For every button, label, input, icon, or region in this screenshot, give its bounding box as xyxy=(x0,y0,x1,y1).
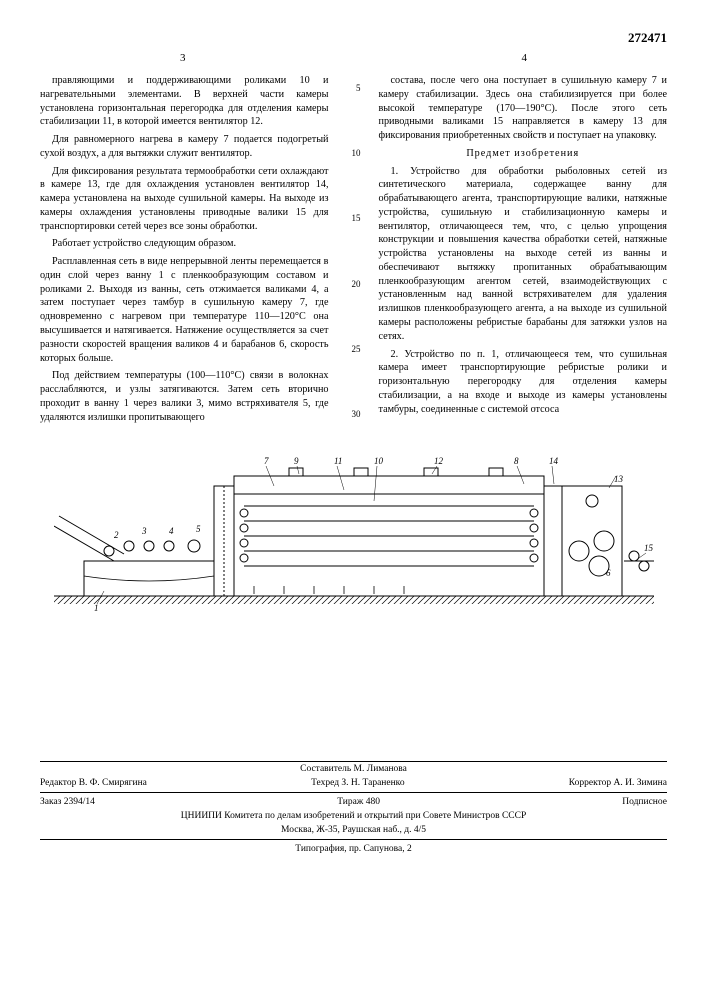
fig-label-6: 6 xyxy=(606,568,611,578)
apparatus-diagram: 1 2 3 4 5 6 7 8 9 10 11 12 13 14 15 xyxy=(54,446,654,621)
footer-circulation: Тираж 480 xyxy=(337,797,380,807)
fig-label-5: 5 xyxy=(196,524,201,534)
line-marker: 10 xyxy=(347,147,361,159)
fig-label-2: 2 xyxy=(114,530,119,540)
footer-compiler: Составитель М. Лиманова xyxy=(40,762,667,776)
footer-order: Заказ 2394/14 xyxy=(40,797,95,807)
footer-printshop: Типография, пр. Сапунова, 2 xyxy=(40,842,667,856)
page-num-right: 4 xyxy=(522,52,528,64)
footer-tech-editor: Техред З. Н. Тараненко xyxy=(311,778,404,788)
col1-p6: Под действием температуры (100—110°С) св… xyxy=(40,369,329,424)
document-number: 272471 xyxy=(40,30,667,46)
col2-p1: состава, после чего она поступает в суши… xyxy=(379,74,668,143)
text-columns: правляющими и поддерживающими роликами 1… xyxy=(40,74,667,428)
line-marker: 20 xyxy=(347,278,361,290)
fig-label-4: 4 xyxy=(169,526,174,536)
col1-p4: Работает устройство следующим образом. xyxy=(40,237,329,251)
line-marker: 30 xyxy=(347,408,361,420)
fig-label-9: 9 xyxy=(294,456,299,466)
claim-1: 1. Устройство для обработки рыболовных с… xyxy=(379,165,668,344)
fig-label-14: 14 xyxy=(549,456,559,466)
footer-editor: Редактор В. Ф. Смирягина xyxy=(40,778,147,788)
line-marker: 25 xyxy=(347,343,361,355)
footer-address: Москва, Ж-35, Раушская наб., д. 4/5 xyxy=(40,823,667,837)
line-marker: 5 xyxy=(347,82,361,94)
footer: Составитель М. Лиманова Редактор В. Ф. С… xyxy=(40,761,667,856)
fig-label-15: 15 xyxy=(644,543,654,553)
fig-label-7: 7 xyxy=(264,456,269,466)
claim-2: 2. Устройство по п. 1, отличающееся тем,… xyxy=(379,348,668,417)
fig-label-10: 10 xyxy=(374,456,384,466)
fig-label-3: 3 xyxy=(141,526,147,536)
fig-label-1: 1 xyxy=(94,603,99,613)
page-numbers: 3 4 xyxy=(40,52,667,64)
col1-p5: Расплавленная сеть в виде непрерывной ле… xyxy=(40,255,329,365)
col1-p2: Для равномерного нагрева в камеру 7 пода… xyxy=(40,133,329,161)
footer-subscription: Подписное xyxy=(622,797,667,807)
line-marker: 15 xyxy=(347,212,361,224)
fig-label-11: 11 xyxy=(334,456,342,466)
footer-corrector: Корректор А. И. Зимина xyxy=(569,778,667,788)
claims-title: Предмет изобретения xyxy=(379,147,668,161)
diagram-svg: 1 2 3 4 5 6 7 8 9 10 11 12 13 14 15 xyxy=(54,446,654,616)
footer-org: ЦНИИПИ Комитета по делам изобретений и о… xyxy=(40,809,667,823)
fig-label-13: 13 xyxy=(614,474,624,484)
line-number-gutter: 5 10 15 20 25 30 xyxy=(347,74,361,428)
col1-p1: правляющими и поддерживающими роликами 1… xyxy=(40,74,329,129)
column-right: состава, после чего она поступает в суши… xyxy=(379,74,668,428)
col1-p3: Для фиксирования результата термообработ… xyxy=(40,165,329,234)
column-left: правляющими и поддерживающими роликами 1… xyxy=(40,74,329,428)
page-num-left: 3 xyxy=(180,52,186,64)
fig-label-8: 8 xyxy=(514,456,519,466)
fig-label-12: 12 xyxy=(434,456,444,466)
